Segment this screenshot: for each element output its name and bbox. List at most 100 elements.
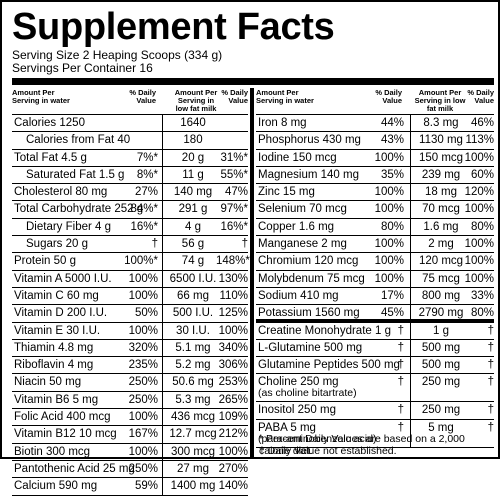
table-row: Calories from Fat 40 180 (12, 132, 248, 150)
nutrient-name: Calories from Fat 40 (26, 134, 131, 147)
daily-value: 100% (374, 151, 404, 164)
nutrient-subtitle: (as choline bitartrate) (258, 387, 357, 400)
nutrient-name: Vitamin A 5000 I.U. (14, 272, 112, 285)
nutrient-name: Manganese 2 mg (258, 238, 347, 251)
nutrient-name: Folic Acid 400 mcg (14, 411, 111, 424)
nutrient-name: Sodium 410 mg (258, 289, 339, 302)
milk-amount: 75 mcg (422, 272, 460, 285)
column-rule (410, 184, 411, 201)
column-rule (162, 115, 163, 132)
nutrient-name: Molybdenum 75 mcg (258, 272, 365, 285)
column-rule (162, 132, 163, 149)
column-rule (162, 166, 163, 184)
footnote-percent: * Percent Daily Values are based on a 2,… (259, 433, 465, 457)
servings-per-container: Servings Per Container 16 (12, 61, 153, 75)
milk-amount: 4 g (185, 220, 201, 233)
nutrient-name: Glutamine Peptides 500 mg (258, 359, 400, 372)
milk-amount: 1.6 mg (423, 220, 459, 233)
daily-value-milk: † (487, 359, 494, 372)
daily-value-milk: 109% (218, 411, 248, 424)
column-rule (162, 374, 163, 391)
daily-value: 8%* (136, 168, 158, 181)
daily-value: 44% (380, 117, 404, 129)
nutrient-name: Dietary Fiber 4 g (26, 220, 112, 233)
column-rule (410, 132, 411, 149)
daily-value: † (397, 421, 404, 434)
milk-amount: 5.1 mg (175, 341, 211, 354)
daily-value-milk: 100% (464, 272, 494, 285)
daily-value: 167% (128, 428, 158, 441)
milk-amount: 150 mcg (418, 151, 464, 164)
daily-value-milk: 110% (219, 289, 248, 302)
daily-value: 100% (374, 272, 404, 285)
daily-value-milk: † (487, 341, 494, 354)
column-rule (410, 115, 411, 132)
daily-value-milk: 97%* (220, 203, 249, 216)
left-column-headers: Amount Per Serving in water % Daily Valu… (12, 88, 248, 115)
daily-value: † (397, 324, 404, 337)
daily-value-milk: 100% (464, 238, 494, 251)
nutrient-name: Biotin 300 mcg (14, 445, 91, 458)
nutrient-name: Vitamin D 200 I.U. (14, 307, 108, 320)
nutrient-name: Phosphorus 430 mg (258, 134, 361, 147)
nutrient-name: Pantothenic Acid 25 mg (14, 462, 135, 475)
daily-value: 100% (128, 289, 158, 302)
daily-value-milk: 270% (218, 462, 248, 475)
column-rule (410, 218, 411, 236)
nutrient-name: Protein 50 g (14, 255, 77, 268)
milk-amount: 5.3 mg (175, 393, 211, 406)
column-rule (162, 322, 163, 339)
daily-value: 100% (128, 324, 158, 337)
daily-value-milk: 113% (465, 134, 494, 147)
column-rule (162, 270, 163, 287)
daily-value: 7%* (136, 151, 158, 164)
table-row: Vitamin A 5000 I.U. 100% 6500 I.U. 130% (12, 270, 248, 288)
table-row: Dietary Fiber 4 g 16%* 4 g 16%* (12, 218, 248, 237)
daily-value-milk: † (487, 421, 494, 434)
table-row: Vitamin B6 5 mg 250% 5.3 mg 265% (12, 391, 248, 410)
nutrient-name: Calories 1250 (14, 117, 85, 129)
header-in-milk: Amount Per Serving in low fat milk (414, 88, 466, 113)
daily-value-milk: † (487, 324, 494, 337)
column-rule (162, 287, 163, 305)
column-rule (410, 419, 411, 447)
nutrient-name: Total Fat 4.5 g (14, 151, 87, 164)
nutrient-name: Copper 1.6 mg (258, 220, 335, 233)
daily-value: 27% (134, 186, 158, 199)
daily-value-milk: 100% (464, 255, 494, 268)
nutrient-name: Vitamin B12 10 mcg (14, 428, 117, 441)
column-rule (162, 253, 163, 270)
column-rule (410, 305, 411, 319)
daily-value: 80% (380, 220, 404, 233)
daily-value-milk: 100% (464, 203, 494, 216)
nutrient-name: Chromium 120 mcg (258, 255, 359, 268)
column-rule (410, 270, 411, 287)
column-rule (162, 409, 163, 426)
milk-amount: 291 g (178, 203, 208, 216)
daily-value: 250% (128, 376, 158, 389)
table-row: Potassium 1560 mg 45% 2790 mg 80% (256, 305, 494, 323)
daily-value-milk: 55%* (220, 168, 249, 181)
table-row: Iodine 150 mcg 100% 150 mcg 100% (256, 149, 494, 167)
daily-value: 17% (380, 289, 404, 302)
column-rule (162, 391, 163, 409)
nutrient-name: Sugars 20 g (26, 238, 89, 251)
milk-amount: 27 mg (177, 462, 209, 475)
column-rule (162, 305, 163, 322)
daily-value-milk: 80% (470, 220, 494, 233)
column-rule (162, 357, 163, 374)
daily-value: † (397, 376, 404, 389)
nutrient-name: Selenium 70 mcg (258, 203, 347, 216)
daily-value: 100%* (124, 255, 158, 268)
milk-amount: 250 mg (421, 376, 461, 389)
column-rule (162, 460, 163, 478)
table-row: Inositol 250 mg † 250 mg † (256, 402, 494, 420)
nutrient-name: Vitamin E 30 I.U. (14, 324, 101, 337)
header-in-milk: Amount Per Serving in low fat milk (174, 88, 218, 113)
daily-value-milk: † (487, 404, 494, 417)
nutrient-name: Thiamin 4.8 mg (14, 341, 94, 354)
table-row: Iron 8 mg 44% 8.3 mg 46% (256, 115, 494, 133)
column-rule (410, 402, 411, 419)
column-rule (410, 236, 411, 253)
table-row: Vitamin B12 10 mcg 167% 12.7 mcg 212% (12, 426, 248, 444)
